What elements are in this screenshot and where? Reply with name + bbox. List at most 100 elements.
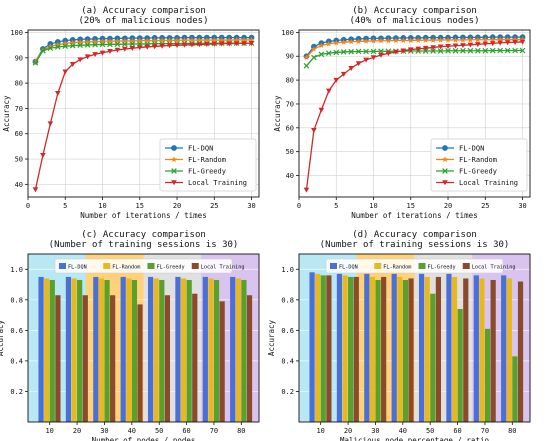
data-point [69, 61, 76, 67]
data-point [84, 42, 91, 48]
bar [309, 272, 315, 422]
data-point [151, 44, 158, 50]
bar [186, 279, 192, 422]
data-point [340, 38, 347, 45]
data-point [422, 48, 429, 54]
data-point [159, 37, 166, 43]
y-tick-label: 0.2 [281, 388, 294, 396]
chart-title-2-line-1: (Number of training sessions is 30) [49, 240, 239, 250]
bar [110, 295, 116, 422]
data-point [218, 36, 225, 43]
data-point [189, 42, 195, 48]
y-tick-label: 60 [15, 130, 23, 138]
bar [38, 276, 44, 422]
data-point [437, 48, 444, 54]
x-tick-label: 50 [155, 427, 163, 435]
bar [369, 276, 376, 422]
data-point [519, 47, 526, 54]
data-point [482, 41, 489, 47]
legend-label: FL-Random [383, 265, 411, 271]
data-point [519, 39, 526, 45]
bar [457, 308, 463, 422]
data-point [144, 44, 151, 50]
data-point [233, 41, 240, 47]
legend-swatch [374, 263, 382, 269]
y-tick-label: 70 [15, 105, 23, 113]
x-tick-label: 0 [297, 202, 301, 210]
chart-title-1-line-1: (40% of malicious nodes) [349, 16, 479, 26]
legend-box [325, 258, 504, 274]
data-point [363, 57, 369, 63]
y-tick-label: 60 [286, 124, 294, 132]
data-point [489, 47, 496, 54]
x-tick-label: 30 [247, 202, 255, 210]
data-point [355, 48, 362, 55]
bar [353, 276, 359, 422]
data-point [363, 38, 370, 44]
data-point [122, 46, 128, 52]
legend-label: FL-DQN [459, 145, 484, 153]
data-point [144, 37, 151, 44]
x-tick-label: 40 [128, 427, 136, 435]
data-point [99, 41, 106, 48]
bar [408, 278, 414, 422]
bar [98, 278, 105, 422]
data-point [84, 38, 91, 45]
data-point [430, 48, 436, 54]
data-point [475, 42, 481, 48]
bar [512, 356, 518, 422]
data-point [114, 47, 121, 53]
x-axis-label: Number of iterations / times [80, 211, 206, 220]
data-point [460, 47, 466, 54]
data-point [445, 47, 451, 54]
bar [375, 279, 381, 422]
data-point [325, 40, 332, 47]
data-point [233, 36, 240, 43]
chart-title-1-line-0: (b) Accuracy comparison [352, 6, 477, 16]
data-point [211, 36, 218, 43]
data-point [460, 43, 466, 49]
bar [348, 276, 354, 422]
y-tick-label: 40 [15, 181, 23, 189]
bar [446, 273, 452, 422]
data-point [475, 47, 481, 54]
data-point [355, 61, 362, 67]
bar [397, 276, 403, 422]
chart-title-2-line-0: (c) Accuracy comparison [81, 230, 206, 240]
legend-label: FL-Greedy [157, 265, 185, 271]
legend-label: FL-DQN [188, 145, 213, 153]
data-point [430, 45, 436, 51]
x-tick-label: 20 [344, 427, 352, 435]
data-point [173, 37, 181, 43]
x-tick-label: 20 [444, 202, 452, 210]
data-point [92, 38, 99, 45]
data-point [340, 71, 347, 77]
data-point [54, 41, 61, 48]
data-point [467, 42, 474, 48]
data-point [166, 37, 173, 43]
y-tick-label: 100 [10, 29, 23, 37]
data-point [452, 43, 459, 49]
data-point [40, 153, 46, 159]
y-tick-label: 0.2 [10, 388, 23, 396]
bar [147, 276, 154, 422]
background-band [414, 254, 473, 422]
legend-swatch [59, 263, 66, 269]
bar [336, 273, 343, 422]
data-point [69, 42, 76, 49]
bar [164, 295, 171, 422]
data-point [32, 58, 39, 65]
legend-label: Local Training [201, 265, 245, 271]
data-point [211, 41, 218, 47]
data-point [166, 43, 173, 49]
x-tick-label: 10 [45, 427, 53, 435]
legend-label: FL-Greedy [459, 168, 497, 176]
legend-marker [171, 168, 177, 174]
data-point [32, 187, 39, 193]
data-point [62, 40, 69, 46]
bar [326, 275, 332, 422]
data-point [504, 47, 511, 54]
x-tick-label: 15 [407, 202, 415, 210]
data-point [47, 43, 54, 50]
axes-frame [27, 29, 260, 198]
